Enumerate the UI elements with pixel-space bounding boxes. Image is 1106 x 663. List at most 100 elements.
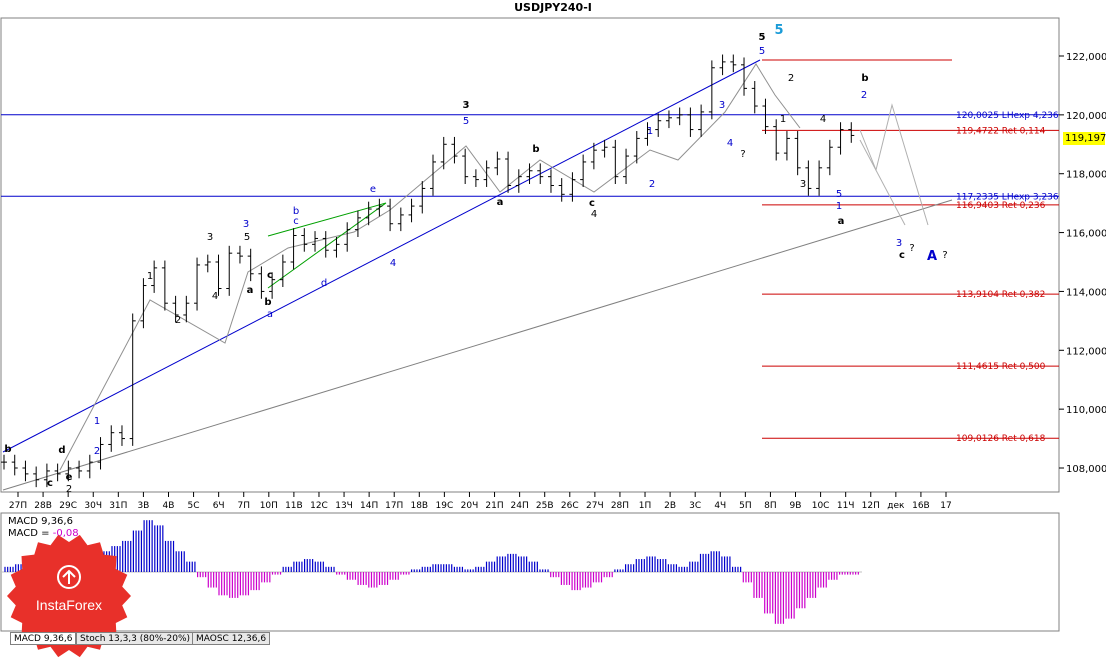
time-tick-label: 6Ч [213, 501, 225, 511]
time-tick-label: 17П [385, 501, 403, 511]
time-tick-label: 12С [310, 501, 328, 511]
wave-label: 5 [774, 23, 783, 38]
level-label: 119,4722 Ret 0,114 [956, 126, 1046, 136]
time-tick-label: 5П [739, 501, 752, 511]
wave-label: c [293, 216, 299, 227]
price-tick-label: 122,000 [1066, 52, 1106, 63]
price-tick-label: 108,000 [1066, 464, 1106, 475]
level-label: 109,0126 Ret 0,618 [956, 434, 1046, 444]
lower-trend-line [2, 199, 953, 491]
wave-label: b [264, 297, 271, 308]
wave-label: d [321, 278, 327, 289]
macd-legend: MACD 9,36,6 [8, 516, 73, 527]
time-tick-label: 27П [9, 501, 27, 511]
wave-label: 4 [820, 114, 826, 125]
price-tick-label: 110,000 [1066, 405, 1106, 416]
time-axis: 27П 28В 29С 30Ч 31П 3В 4В 5С 6Ч 7П 10П 11В 12С 13Ч 14П… [9, 492, 952, 511]
tab-macd[interactable]: MACD 9,36,6 [10, 632, 77, 645]
wave-label: a [838, 216, 845, 227]
level-label: 113,9104 Ret 0,382 [956, 290, 1045, 300]
wave-label: 3 [896, 238, 902, 249]
wave-label: 4 [212, 291, 218, 302]
time-tick-label: 8П [764, 501, 777, 511]
time-tick-label: 26С [561, 501, 579, 511]
time-tick-label: 28П [611, 501, 629, 511]
wave-label: 5 [759, 46, 765, 57]
wave-label: 2 [788, 73, 794, 84]
price-tick-label: 114,000 [1066, 287, 1106, 298]
time-tick-label: 11В [285, 501, 303, 511]
time-tick-label: 21П [485, 501, 503, 511]
time-tick-label: 4Ч [714, 501, 726, 511]
price-bars [1, 54, 855, 488]
wave-label: 3 [800, 179, 806, 190]
time-tick-label: 9В [790, 501, 802, 511]
time-tick-label: 12П [862, 501, 880, 511]
time-tick-label: 3В [137, 501, 149, 511]
wave-label: 3 [207, 232, 213, 243]
wave-label: c [899, 250, 905, 261]
projection-branch [859, 139, 906, 226]
time-tick-label: 4В [163, 501, 175, 511]
time-tick-label: 31П [109, 501, 127, 511]
time-tick-label: 28В [34, 501, 52, 511]
time-tick-label: 7П [237, 501, 250, 511]
price-tick-label: 112,000 [1066, 346, 1106, 357]
logo-badge [7, 534, 131, 658]
wave-label: a [247, 285, 254, 296]
trend-lines [2, 59, 953, 491]
wave-label: c [267, 270, 273, 281]
wave-label: 2 [66, 484, 72, 495]
wave-label: A [927, 249, 937, 264]
time-tick-label: дек [887, 501, 905, 511]
price-tick-label: 116,000 [1066, 229, 1106, 240]
time-tick-label: 30Ч [84, 501, 102, 511]
wave-label: c [589, 198, 595, 209]
time-tick-label: 10П [260, 501, 278, 511]
time-tick-label: 19С [436, 501, 454, 511]
wave-label: 5 [759, 32, 766, 43]
wave-label: 2 [94, 446, 100, 457]
time-tick-label: 20Ч [461, 501, 479, 511]
time-tick-label: 3С [689, 501, 701, 511]
price-tick-label: 118,000 [1066, 170, 1106, 181]
time-tick-label: 2В [664, 501, 676, 511]
logo-ring [57, 565, 81, 589]
wave-label: 1 [836, 201, 842, 212]
instaforex-logo: InstaForex [6, 533, 132, 659]
wave-label: 3 [719, 100, 725, 111]
wave-label: 1 [647, 126, 653, 137]
wave-label: 1 [780, 114, 786, 125]
logo-text: InstaForex [35, 597, 103, 613]
wave-label: 2 [649, 179, 655, 190]
level-label: 120,0025 LHexp 4,236 [956, 111, 1059, 121]
wave-label: a [267, 309, 273, 320]
wave-label: b [861, 73, 868, 84]
wave-label: d [58, 445, 65, 456]
wave-label: 2 [861, 90, 867, 101]
wave-label: 2 [175, 315, 181, 326]
wave-label: 4 [390, 258, 396, 269]
wave-label: 5 [836, 189, 842, 200]
logo-star-shape [7, 534, 131, 658]
wave-label: c [47, 478, 53, 489]
wave-label: 4 [727, 138, 733, 149]
time-tick-label: 24П [511, 501, 529, 511]
macd-value-legend: MACD = -0,08 [8, 528, 79, 539]
tab-stoch[interactable]: Stoch 13,3,3 (80%-20%) [76, 632, 195, 645]
level-label: 117,2335 LHexp 3,236 [956, 192, 1059, 202]
wave-label: b [293, 206, 299, 217]
time-tick-label: 13Ч [335, 501, 353, 511]
wave-label: 3 [463, 100, 470, 111]
wave-label: ? [909, 243, 914, 254]
macd-value-prefix: MACD = [8, 528, 53, 539]
time-tick-label: 17 [940, 501, 951, 511]
wave-label: 1 [94, 416, 100, 427]
tab-maosc[interactable]: MAOSC 12,36,6 [192, 632, 271, 645]
wave-label: 5 [463, 116, 469, 127]
wave-label: e [66, 472, 73, 483]
projection-path [859, 103, 929, 226]
